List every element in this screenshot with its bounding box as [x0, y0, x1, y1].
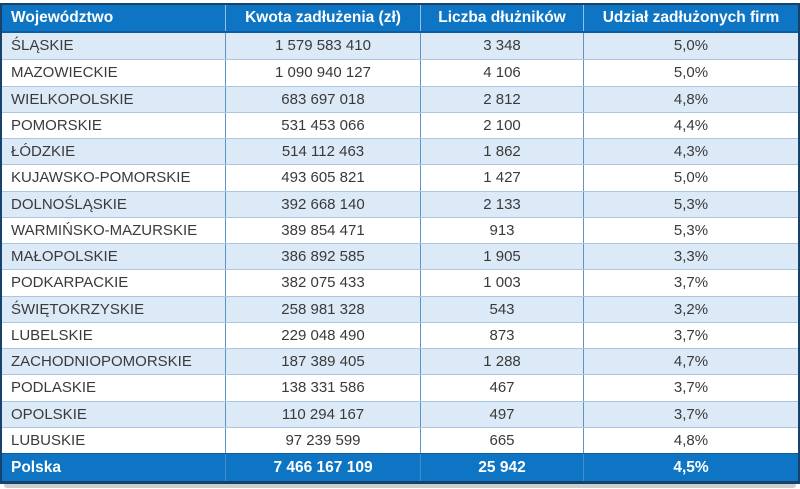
table-row: WIELKOPOLSKIE 683 697 018 2 812 4,8% — [2, 85, 798, 112]
voivodeship-cell: PODKARPACKIE — [11, 274, 129, 292]
debt-amount-cell: 258 981 328 — [225, 296, 420, 322]
voivodeship-debt-table: Województwo Kwota zadłużenia (zł) Liczba… — [0, 3, 800, 484]
debtors-count-cell: 2 812 — [420, 86, 583, 112]
debtors-count-cell: 873 — [420, 322, 583, 348]
debtors-count-cell: 2 100 — [420, 112, 583, 138]
debt-share-cell: 3,7% — [583, 322, 798, 348]
debt-share-cell: 3,3% — [583, 244, 798, 270]
debtors-count-cell: 1 427 — [420, 165, 583, 191]
debt-amount-cell: 110 294 167 — [225, 401, 420, 427]
debt-amount-cell: 1 090 940 127 — [225, 60, 420, 86]
voivodeship-cell: POMORSKIE — [11, 116, 102, 134]
debt-share-cell: 5,0% — [583, 60, 798, 86]
voivodeship-cell: ŁÓDZKIE — [11, 143, 76, 160]
header-kwota-zadluzenia: Kwota zadłużenia (zł) — [225, 5, 420, 31]
header-liczba-dluznikow: Liczba dłużników — [420, 5, 583, 31]
header-udzial-zadluzonych-firm: Udział zadłużonych firm — [583, 5, 798, 31]
table-row: LUBELSKIE 229 048 490 873 3,7% — [2, 321, 798, 348]
voivodeship-cell: WIELKOPOLSKIE — [11, 90, 134, 108]
debtors-count-cell: 1 288 — [420, 349, 583, 375]
voivodeship-cell: MAŁOPOLSKIE — [11, 248, 118, 265]
debt-amount-cell: 187 389 405 — [225, 349, 420, 375]
voivodeship-cell: ZACHODNIOPOMORSKIE — [11, 353, 192, 370]
debtors-count-cell: 467 — [420, 375, 583, 401]
table-body: ŚLĄSKIE 1 579 583 410 3 348 5,0% MAZOWIE… — [2, 33, 798, 453]
debt-amount-cell: 392 668 140 — [225, 191, 420, 217]
debt-amount-cell: 138 331 586 — [225, 375, 420, 401]
table-row: MAZOWIECKIE 1 090 940 127 4 106 5,0% — [2, 59, 798, 86]
voivodeship-cell: KUJAWSKO-POMORSKIE — [11, 169, 191, 187]
table-row: KUJAWSKO-POMORSKIE 493 605 821 1 427 5,0… — [2, 164, 798, 191]
debt-share-cell: 3,2% — [583, 296, 798, 322]
total-label: Polska — [11, 459, 61, 476]
voivodeship-cell: OPOLSKIE — [11, 405, 87, 423]
table-row: OPOLSKIE 110 294 167 497 3,7% — [2, 400, 798, 427]
debt-amount-cell: 382 075 433 — [225, 270, 420, 296]
debt-share-cell: 4,8% — [583, 427, 798, 453]
debt-amount-cell: 389 854 471 — [225, 217, 420, 243]
table-row: POMORSKIE 531 453 066 2 100 4,4% — [2, 111, 798, 138]
debt-amount-cell: 493 605 821 — [225, 165, 420, 191]
debt-share-cell: 4,7% — [583, 349, 798, 375]
debt-share-cell: 3,7% — [583, 401, 798, 427]
debt-amount-cell: 514 112 463 — [225, 139, 420, 165]
table-row: ŁÓDZKIE 514 112 463 1 862 4,3% — [2, 138, 798, 165]
debtors-count-cell: 2 133 — [420, 191, 583, 217]
debt-share-cell: 5,3% — [583, 217, 798, 243]
debtors-count-cell: 1 905 — [420, 244, 583, 270]
table-row: ŚLĄSKIE 1 579 583 410 3 348 5,0% — [2, 33, 798, 60]
debtors-count-cell: 1 003 — [420, 270, 583, 296]
table-row: PODKARPACKIE 382 075 433 1 003 3,7% — [2, 269, 798, 296]
debt-share-cell: 5,3% — [583, 191, 798, 217]
voivodeship-cell: ŚWIĘTOKRZYSKIE — [11, 300, 145, 318]
table-row: DOLNOŚLĄSKIE 392 668 140 2 133 5,3% — [2, 190, 798, 217]
debt-amount-cell: 386 892 585 — [225, 244, 420, 270]
table-row: LUBUSKIE 97 239 599 665 4,8% — [2, 426, 798, 453]
table-row: WARMIŃSKO-MAZURSKIE 389 854 471 913 5,3% — [2, 216, 798, 243]
debt-share-cell: 4,4% — [583, 112, 798, 138]
voivodeship-cell: LUBUSKIE — [11, 431, 86, 449]
total-debtors-count: 25 942 — [420, 454, 583, 481]
debtors-count-cell: 1 862 — [420, 139, 583, 165]
table-drop-shadow — [4, 484, 796, 488]
debt-share-cell: 4,3% — [583, 139, 798, 165]
debt-amount-cell: 1 579 583 410 — [225, 33, 420, 60]
table-total-row: Polska 7 466 167 109 25 942 4,5% — [2, 453, 798, 481]
debt-amount-cell: 97 239 599 — [225, 427, 420, 453]
header-wojewodztwo: Województwo — [11, 9, 114, 26]
total-debt-share: 4,5% — [583, 454, 798, 481]
debtors-count-cell: 543 — [420, 296, 583, 322]
debtors-count-cell: 665 — [420, 427, 583, 453]
voivodeship-cell: PODLASKIE — [11, 379, 97, 397]
table-row: PODLASKIE 138 331 586 467 3,7% — [2, 374, 798, 401]
debt-share-cell: 3,7% — [583, 375, 798, 401]
table-header-row: Województwo Kwota zadłużenia (zł) Liczba… — [2, 5, 798, 33]
debtors-count-cell: 4 106 — [420, 60, 583, 86]
voivodeship-cell: LUBELSKIE — [11, 326, 93, 344]
voivodeship-cell: WARMIŃSKO-MAZURSKIE — [11, 221, 198, 239]
debtors-count-cell: 497 — [420, 401, 583, 427]
voivodeship-cell: ŚLĄSKIE — [11, 37, 74, 54]
table-row: ŚWIĘTOKRZYSKIE 258 981 328 543 3,2% — [2, 295, 798, 322]
total-debt-amount: 7 466 167 109 — [225, 454, 420, 481]
debt-amount-cell: 229 048 490 — [225, 322, 420, 348]
debt-share-cell: 5,0% — [583, 165, 798, 191]
voivodeship-cell: DOLNOŚLĄSKIE — [11, 195, 127, 213]
debt-share-cell: 5,0% — [583, 33, 798, 60]
debt-amount-cell: 531 453 066 — [225, 112, 420, 138]
debtors-count-cell: 3 348 — [420, 33, 583, 60]
table-row: ZACHODNIOPOMORSKIE 187 389 405 1 288 4,7… — [2, 348, 798, 375]
debt-amount-cell: 683 697 018 — [225, 86, 420, 112]
debtors-count-cell: 913 — [420, 217, 583, 243]
debt-share-cell: 4,8% — [583, 86, 798, 112]
debt-share-cell: 3,7% — [583, 270, 798, 296]
table-row: MAŁOPOLSKIE 386 892 585 1 905 3,3% — [2, 243, 798, 270]
voivodeship-cell: MAZOWIECKIE — [11, 64, 118, 82]
